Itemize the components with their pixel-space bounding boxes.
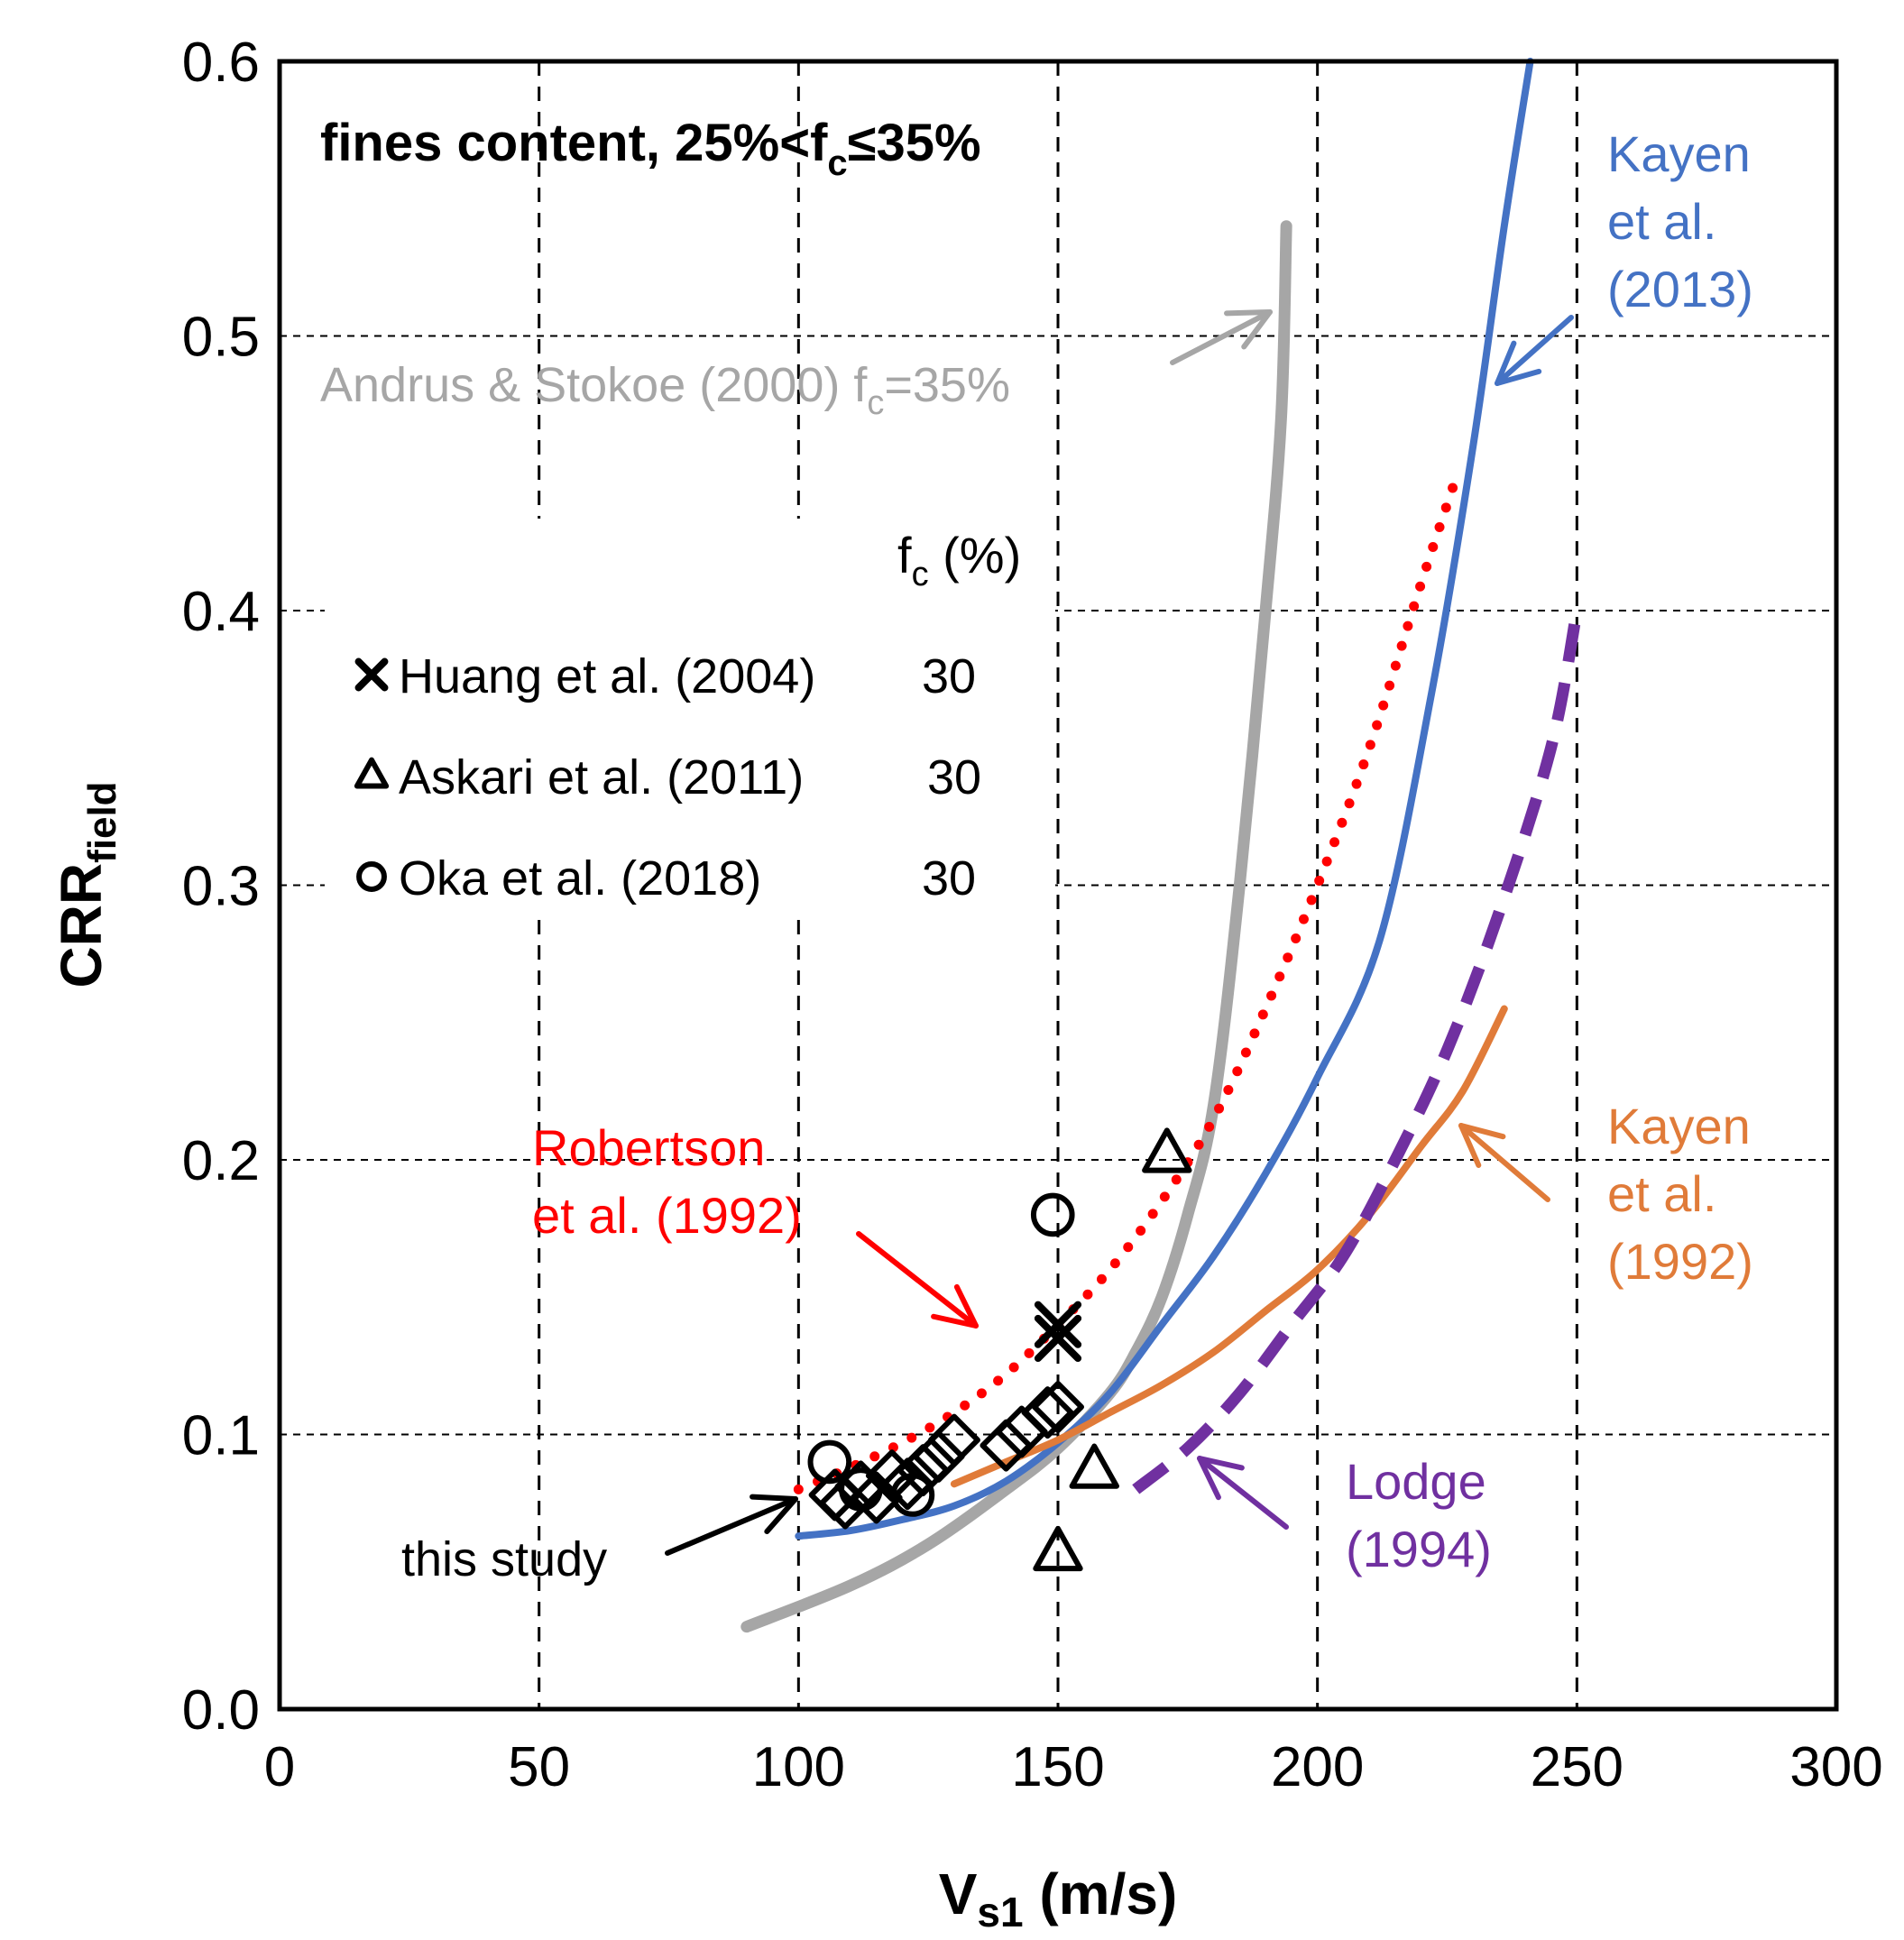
series-layer <box>740 58 1583 1633</box>
series-line-kayen-et-al-2013 <box>795 58 1534 1540</box>
arrow-andrus <box>1170 309 1273 365</box>
point-oka-et-al-2018 <box>890 1473 935 1517</box>
point-this-study <box>819 1476 872 1530</box>
point-this-study <box>897 1444 950 1497</box>
marker-layer <box>807 1127 1192 1572</box>
kayen-1992-label: Kayen et al. (1992) <box>1607 1098 1764 1290</box>
arrow-shaft <box>1458 1123 1550 1202</box>
annotation-arrows <box>665 309 1574 1556</box>
arrow-kayen-2013 <box>1495 315 1574 386</box>
point-oka-et-al-2018 <box>807 1439 852 1485</box>
series-line-lodge-1994 <box>1132 609 1583 1494</box>
point-oka-et-al-2018 <box>839 1467 883 1512</box>
y-tick-label: 0.0 <box>182 1679 260 1742</box>
arrow-head <box>1197 1456 1245 1501</box>
point-askari-et-al-2011 <box>1069 1443 1119 1489</box>
robertson-label: Robertson et al. (1992) <box>532 1119 802 1244</box>
y-tick-label: 0.3 <box>182 856 260 918</box>
point-huang-et-al-2004 <box>1034 1314 1082 1363</box>
legend-fc-oka: 30 <box>922 851 976 906</box>
arrow-robertson <box>856 1231 979 1329</box>
legend-background <box>325 519 1055 915</box>
y-tick-label: 0.2 <box>182 1130 260 1192</box>
plot-frame <box>277 59 1839 1712</box>
chart-title: fines content, 25%<fc≤35% <box>320 114 981 183</box>
y-tick-label: 0.5 <box>182 307 260 369</box>
legend: fc (%) Huang et al. (2004) 30 Askari et … <box>325 519 1055 915</box>
point-this-study <box>1032 1381 1084 1434</box>
point-oka-et-al-2018 <box>1030 1192 1075 1237</box>
y-tick-label: 0.4 <box>182 581 260 643</box>
legend-label-oka: Oka et al. (2018) <box>399 851 761 906</box>
point-huang-et-al-2004 <box>1034 1301 1082 1348</box>
x-tick-label: 150 <box>1011 1736 1104 1798</box>
arrow-head <box>1458 1123 1506 1168</box>
legend-markers <box>354 657 390 892</box>
legend-fc-huang: 30 <box>922 649 976 703</box>
arrow-shaft <box>1495 315 1574 386</box>
arrow-shaft <box>1170 309 1273 365</box>
arrow-kayen-1992 <box>1458 1123 1550 1202</box>
point-askari-et-al-2011 <box>1142 1127 1192 1173</box>
y-tick-label: 0.1 <box>182 1405 260 1467</box>
series-line-andrus-stokoe-2000-fc-35 <box>740 220 1292 1633</box>
arrow-head <box>750 1494 798 1535</box>
kayen-2013-label: Kayen et al. (2013) <box>1607 125 1764 317</box>
arrow-lodge <box>1197 1456 1289 1530</box>
arrow-head <box>931 1283 979 1329</box>
x-tick-label: 100 <box>752 1736 845 1798</box>
x-tick-label: 250 <box>1531 1736 1623 1798</box>
andrus-label: Andrus & Stokoe (2000) fc=35% <box>320 358 1010 422</box>
point-askari-et-al-2011 <box>1033 1525 1083 1572</box>
legend-header: fc (%) <box>897 527 1021 593</box>
this-study-label: this study <box>401 1532 607 1586</box>
x-tick-label: 200 <box>1271 1736 1364 1798</box>
legend-label-askari: Askari et al. (2011) <box>399 750 804 805</box>
y-axis-label: CRRfield <box>49 781 124 988</box>
tick-labels: 0 50 100 150 200 250 300 0.0 0.1 0.2 0.3 0.4 0.5 0.6 <box>182 32 1883 1798</box>
point-this-study <box>980 1419 1033 1472</box>
x-tick-label: 300 <box>1789 1736 1882 1798</box>
point-this-study <box>1021 1386 1074 1439</box>
arrow-shaft <box>1197 1456 1289 1530</box>
series-line-robertson-et-al-1992 <box>793 468 1463 1494</box>
legend-fc-askari: 30 <box>927 750 981 805</box>
legend-marker-circle <box>356 861 387 892</box>
legend-marker-triangle <box>354 757 390 789</box>
y-tick-label: 0.6 <box>182 32 260 94</box>
lodge-label: Lodge (1994) <box>1346 1453 1500 1577</box>
arrow-head <box>1224 309 1273 350</box>
x-tick-label: 50 <box>508 1736 570 1798</box>
series-line-kayen-et-al-1992 <box>950 1005 1508 1488</box>
x-tick-label: 0 <box>264 1736 295 1798</box>
legend-marker-cross <box>354 657 389 692</box>
legend-label-huang: Huang et al. (2004) <box>399 649 815 703</box>
arrow-head <box>1495 340 1542 386</box>
point-this-study <box>927 1413 980 1466</box>
x-axis-label: Vs1 (m/s) <box>939 1862 1178 1935</box>
arrow-shaft <box>665 1496 798 1556</box>
arrow-this-study <box>665 1494 798 1556</box>
arrow-shaft <box>856 1231 979 1329</box>
point-this-study <box>912 1430 965 1483</box>
